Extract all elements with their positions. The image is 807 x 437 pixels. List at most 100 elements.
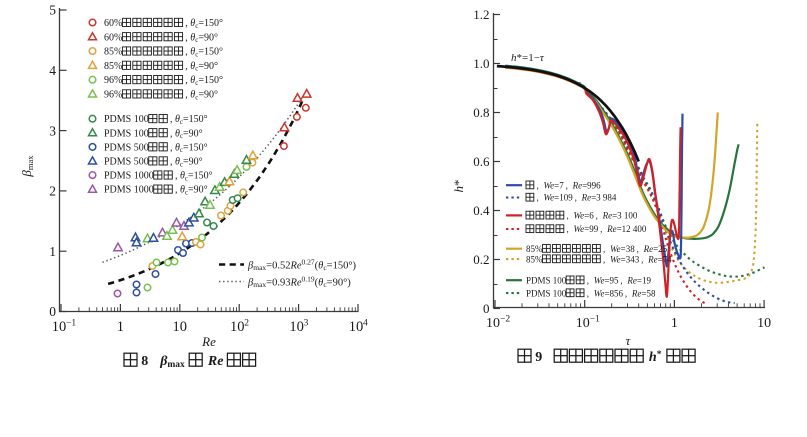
svg-text:θc=90°: θc=90°	[190, 90, 218, 102]
svg-text:96%: 96%	[104, 90, 122, 101]
svg-text:10: 10	[173, 319, 188, 335]
svg-text:h*: h*	[649, 350, 662, 365]
svg-text:96%: 96%	[104, 75, 122, 86]
svg-text:85%: 85%	[526, 254, 543, 264]
svg-text:,: ,	[620, 275, 622, 285]
svg-text:10: 10	[486, 316, 500, 331]
svg-text:10: 10	[349, 319, 364, 335]
svg-text:We=856: We=856	[594, 288, 624, 298]
svg-text:,: ,	[567, 224, 569, 234]
svg-text:0.6: 0.6	[473, 154, 490, 169]
svg-text:,: ,	[185, 47, 188, 58]
svg-text:,: ,	[170, 142, 173, 153]
svg-text:1.2: 1.2	[473, 7, 489, 22]
svg-text:Re=3 100: Re=3 100	[602, 211, 638, 221]
svg-text:Re=19: Re=19	[626, 275, 651, 285]
svg-text:,: ,	[185, 61, 188, 72]
svg-text:9: 9	[535, 350, 542, 365]
svg-text:PDMS 1000: PDMS 1000	[104, 171, 154, 182]
svg-text:,: ,	[600, 224, 602, 234]
svg-text:,: ,	[566, 180, 568, 190]
svg-text:,: ,	[603, 254, 605, 264]
svg-text:PDMS 100: PDMS 100	[526, 275, 567, 285]
svg-text:4: 4	[49, 63, 56, 78]
svg-text:0.8: 0.8	[473, 105, 489, 120]
svg-text:0: 0	[49, 304, 56, 319]
svg-text:PDMS 100: PDMS 100	[526, 288, 567, 298]
svg-text:PDMS 1000: PDMS 1000	[104, 185, 154, 196]
svg-text:h*: h*	[451, 180, 466, 193]
svg-text:3: 3	[304, 319, 309, 329]
svg-text:We=95: We=95	[594, 275, 619, 285]
svg-text:θc=150°: θc=150°	[180, 171, 213, 183]
svg-text:0: 0	[483, 301, 490, 316]
svg-text:βmax=0.93Re0.19(θc=90°): βmax=0.93Re0.19(θc=90°)	[247, 274, 351, 289]
svg-text:Re: Re	[207, 354, 224, 369]
svg-text:θc=150°: θc=150°	[190, 75, 223, 87]
svg-text:,: ,	[587, 275, 589, 285]
svg-text:We=343: We=343	[610, 254, 640, 264]
svg-text:θc=150°: θc=150°	[175, 114, 208, 126]
svg-text:We=7: We=7	[544, 180, 565, 190]
svg-text:We=38: We=38	[610, 244, 635, 254]
svg-text:0.2: 0.2	[473, 252, 489, 267]
svg-text:60%: 60%	[104, 18, 122, 29]
svg-text:5: 5	[49, 3, 56, 18]
svg-text:1: 1	[671, 316, 678, 331]
svg-text:10: 10	[757, 316, 771, 331]
svg-text:,: ,	[603, 244, 605, 254]
svg-text:,: ,	[170, 114, 173, 125]
svg-text:85%: 85%	[104, 61, 122, 72]
svg-text:Re=25: Re=25	[643, 244, 668, 254]
svg-text:PDMS 500: PDMS 500	[104, 142, 149, 153]
svg-text:10: 10	[576, 316, 590, 331]
svg-text:θc=90°: θc=90°	[180, 185, 208, 197]
svg-text:2: 2	[49, 184, 56, 199]
svg-text:,: ,	[185, 90, 188, 101]
svg-text:,: ,	[185, 18, 188, 29]
svg-text:θc=90°: θc=90°	[175, 157, 203, 169]
svg-text:10: 10	[230, 319, 245, 335]
svg-text:85%: 85%	[526, 244, 543, 254]
svg-text:4: 4	[363, 319, 368, 329]
svg-text:3: 3	[49, 123, 56, 138]
svg-text:,: ,	[587, 288, 589, 298]
svg-text:We=99: We=99	[574, 224, 599, 234]
svg-text:,: ,	[170, 128, 173, 139]
svg-text:θc=90°: θc=90°	[175, 128, 203, 140]
svg-text:10: 10	[52, 319, 67, 335]
svg-text:,: ,	[641, 254, 643, 264]
svg-text:βmax: βmax	[159, 354, 185, 370]
svg-text:,: ,	[185, 32, 188, 43]
svg-text:,: ,	[537, 180, 539, 190]
svg-text:,: ,	[596, 211, 598, 221]
svg-text:,: ,	[537, 193, 539, 203]
svg-text:Re=3 984: Re=3 984	[581, 193, 617, 203]
svg-text:2: 2	[244, 319, 249, 329]
svg-text:,: ,	[575, 193, 577, 203]
svg-text:θc=150°: θc=150°	[175, 142, 208, 154]
svg-text:−1: −1	[590, 315, 600, 325]
svg-text:1.0: 1.0	[473, 56, 489, 71]
svg-text:0.4: 0.4	[473, 203, 490, 218]
svg-text:Re=12 400: Re=12 400	[606, 224, 647, 234]
svg-text:h*=1−τ: h*=1−τ	[511, 52, 545, 64]
svg-text:θc=150°: θc=150°	[190, 47, 223, 59]
svg-text:,: ,	[175, 185, 178, 196]
svg-text:10: 10	[289, 319, 304, 335]
svg-text:1: 1	[117, 319, 124, 335]
svg-text:60%: 60%	[104, 32, 122, 43]
svg-text:,: ,	[175, 171, 178, 182]
svg-text:,: ,	[625, 288, 627, 298]
svg-text:−1: −1	[66, 319, 76, 329]
svg-text:θc=90°: θc=90°	[190, 61, 218, 73]
svg-text:Re: Re	[201, 334, 216, 349]
svg-text:85%: 85%	[104, 47, 122, 58]
svg-text:We=109: We=109	[544, 193, 574, 203]
svg-text:βmax: βmax	[19, 155, 35, 178]
svg-text:Re=58: Re=58	[631, 288, 656, 298]
svg-text:θc=90°: θc=90°	[190, 32, 218, 44]
svg-text:,: ,	[170, 157, 173, 168]
svg-text:PDMS 100: PDMS 100	[104, 128, 149, 139]
svg-text:Re=74: Re=74	[647, 254, 672, 264]
